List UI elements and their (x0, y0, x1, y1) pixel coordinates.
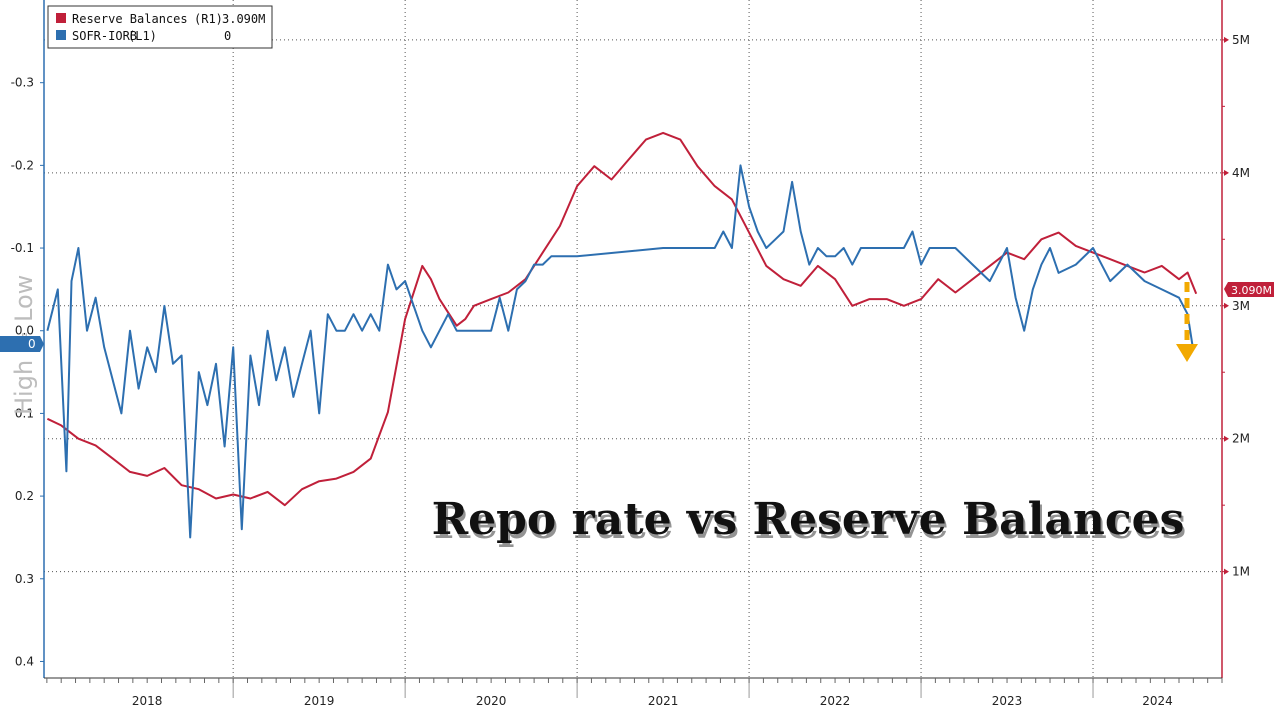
left-tick-label-7: 0.4 (15, 654, 34, 668)
legend-last-reserve: 3.090M (222, 12, 265, 26)
legend-swatch-reserve (56, 13, 66, 23)
left-tick-label-3: 0.0 (15, 324, 34, 338)
left-tick-label-1: -0.2 (11, 158, 34, 172)
right-tick-label-1: 2M (1232, 432, 1250, 446)
legend: Reserve Balances (R1) 3.090M SOFR-IORB (… (47, 5, 273, 49)
right-tick-marker-3 (1224, 169, 1229, 176)
legend-label-sofr: SOFR-IORB (72, 29, 137, 43)
down-arrow-head (1176, 344, 1198, 362)
axes: -0.3 -0.2 -0.1 0.0 0.1 0.2 0.3 0.4 1M 2M 3M 4M 5M 201… (11, 0, 1250, 708)
right-last-tag: 3.090M (1224, 282, 1274, 297)
legend-swatch-sofr (56, 30, 66, 40)
right-tick-marker-0 (1224, 568, 1229, 575)
right-tick-label-0: 1M (1232, 565, 1250, 579)
gridlines (44, 0, 1222, 678)
right-tick-label-4: 5M (1232, 33, 1250, 47)
legend-box (47, 5, 273, 49)
legend-axis-reserve: (R1) (194, 12, 223, 26)
legend-label-reserve: Reserve Balances (72, 12, 188, 26)
right-tick-marker-1 (1224, 435, 1229, 442)
right-tick-marker-2 (1224, 302, 1229, 309)
left-tick-label-4: 0.1 (15, 406, 34, 420)
x-tick-label-2: 2020 (476, 694, 507, 708)
x-tick-label-6: 2024 (1142, 694, 1173, 708)
left-tick-label-2: -0.1 (11, 241, 34, 255)
orientation-high: High (10, 360, 38, 415)
left-last-tag-bg (0, 336, 44, 352)
orientation-low: Low (10, 275, 38, 322)
series-line-reserve-balances (46, 131, 1198, 507)
right-tick-label-2: 3M (1232, 299, 1250, 313)
left-tick-label-5: 0.2 (15, 489, 34, 503)
x-tick-label-5: 2023 (992, 694, 1023, 708)
legend-axis-sofr: (L1) (128, 29, 157, 43)
series-layer (46, 131, 1198, 539)
down-arrow-annotation (1176, 282, 1198, 362)
left-tick-label-6: 0.3 (15, 572, 34, 586)
x-tick-label-3: 2021 (648, 694, 679, 708)
x-tick-label-0: 2018 (132, 694, 163, 708)
x-tick-label-1: 2019 (304, 694, 335, 708)
left-tick-label-0: -0.3 (11, 76, 34, 90)
annotation-shadow: Repo rate vs Reserve Balances (434, 498, 1187, 549)
series-line-sofr-iorb (46, 164, 1194, 539)
right-tick-label-3: 4M (1232, 166, 1250, 180)
x-tick-label-4: 2022 (820, 694, 851, 708)
annotation-title: Repo rate vs Reserve Balances (432, 494, 1185, 545)
left-last-tag-text: 0 (28, 337, 36, 351)
right-last-tag-bg (1224, 282, 1274, 297)
left-last-tag: 0 (0, 336, 44, 352)
right-last-tag-text: 3.090M (1231, 284, 1272, 297)
right-tick-marker-4 (1224, 36, 1229, 43)
legend-last-sofr: 0 (224, 29, 231, 43)
